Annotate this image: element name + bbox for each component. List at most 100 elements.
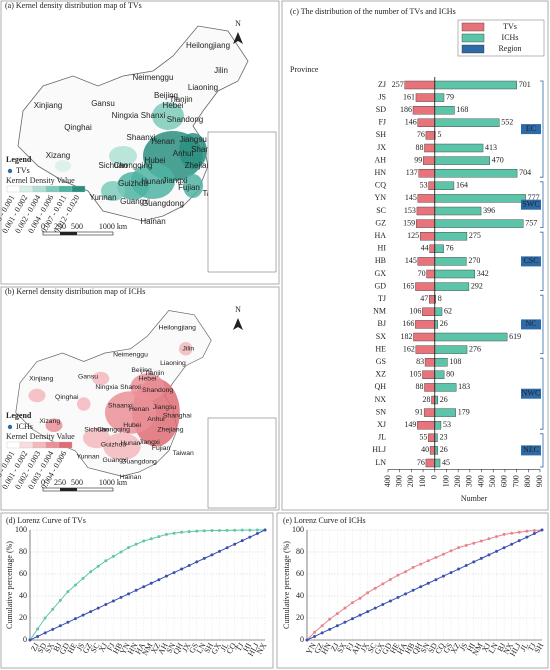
province-label: Yunnan: [89, 193, 116, 202]
point: [127, 592, 131, 596]
point: [434, 578, 438, 582]
point: [263, 528, 267, 532]
province-label: Heilongjiang: [186, 41, 230, 50]
bar: [434, 219, 524, 228]
scale-label: 0: [41, 222, 45, 231]
value-label: 44: [421, 244, 429, 253]
y-tick-label: 0: [300, 635, 304, 644]
scale-bar: [42, 231, 114, 236]
category-label: HLJ: [372, 445, 386, 454]
bar: [425, 458, 435, 468]
province-label: Hunan: [141, 177, 165, 186]
bar: [434, 458, 441, 468]
point: [36, 634, 40, 638]
bar: [415, 320, 435, 329]
x-tick-label: TJ: [526, 641, 538, 652]
point: [28, 638, 32, 642]
north-label: N: [235, 19, 241, 28]
point: [510, 531, 514, 535]
bar: [429, 446, 435, 455]
curve: [306, 529, 543, 641]
point: [202, 556, 206, 560]
category-label: GD: [374, 281, 386, 290]
point: [111, 599, 115, 603]
point: [96, 564, 100, 568]
region-label: NWC: [522, 389, 541, 398]
density-area: [82, 427, 111, 449]
category-label: SC: [376, 206, 386, 215]
bar: [434, 168, 518, 178]
category-label: JX: [377, 143, 386, 152]
point: [495, 549, 499, 553]
density-area: [152, 102, 184, 130]
point: [335, 612, 339, 616]
value-label: 183: [458, 382, 470, 391]
point: [195, 560, 199, 564]
bar: [417, 118, 435, 128]
category-label: GX: [374, 269, 386, 278]
x-tick-label: BJ: [52, 641, 64, 653]
legend-swatch: [19, 441, 34, 449]
x-tick-label: SH: [532, 641, 545, 655]
legend-swatch: [58, 185, 73, 193]
value-label: 125: [407, 231, 419, 240]
bar: [434, 332, 508, 342]
point: [525, 535, 529, 539]
bar: [434, 118, 500, 128]
category-label: SD: [376, 105, 386, 114]
point: [195, 529, 199, 533]
category-label: CQ: [375, 181, 386, 190]
point: [449, 549, 453, 553]
value-label: 99: [414, 155, 422, 164]
point: [313, 630, 317, 634]
y-tick-label: 100: [292, 525, 304, 534]
point: [157, 578, 161, 582]
bar: [434, 105, 455, 115]
legend-density-label: Kernel Density Value: [6, 176, 75, 185]
x-tick-label: TJ: [234, 641, 246, 652]
point: [73, 617, 77, 621]
legend-swatch: [6, 441, 21, 449]
x-tick-label: GS: [441, 641, 454, 654]
map-title: (b) Kernel density distribution map of I…: [5, 287, 145, 296]
legend-swatch: [32, 441, 47, 449]
province-label: Guangdong: [142, 199, 184, 208]
point: [350, 601, 354, 605]
point: [134, 542, 138, 546]
y-tick-label: 20: [296, 613, 304, 622]
province-label: Anhui: [173, 149, 194, 158]
value-label: 179: [458, 407, 470, 416]
point: [343, 620, 347, 624]
legend-swatch: [45, 185, 60, 193]
category-label: GZ: [375, 218, 386, 227]
category-label: LN: [375, 458, 386, 467]
point: [119, 595, 123, 599]
value-label: 396: [483, 206, 495, 215]
province-label: Beijing: [154, 91, 178, 100]
point: [373, 606, 377, 610]
value-label: 292: [471, 281, 483, 290]
point: [457, 567, 461, 571]
north-arrow: [233, 32, 243, 44]
point: [73, 583, 77, 587]
map: Heilongjiang Jilin Liaoning Neimenggu Xinjia…: [17, 25, 249, 226]
bar: [429, 295, 435, 304]
value-label: 162: [403, 344, 415, 353]
point: [495, 535, 499, 539]
value-label: 164: [456, 181, 468, 190]
value-label: 137: [406, 168, 418, 177]
legend-label: ICHs: [502, 33, 519, 42]
point: [381, 582, 385, 586]
point: [472, 560, 476, 564]
province-label: Liaoning: [160, 360, 186, 367]
value-label: 552: [501, 118, 513, 127]
bar: [434, 156, 490, 165]
y-tick-label: 20: [19, 613, 27, 622]
bar: [434, 358, 448, 367]
region-bracket: [540, 294, 544, 354]
point: [464, 543, 468, 547]
region-label: NC: [525, 319, 536, 328]
point: [426, 581, 430, 585]
value-label: 777: [528, 193, 540, 202]
point: [313, 634, 317, 638]
